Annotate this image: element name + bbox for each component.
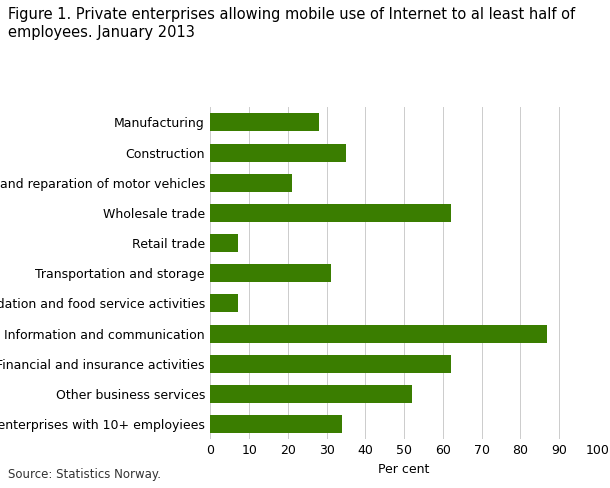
Bar	[210, 234, 237, 252]
X-axis label: Per cent: Per cent	[378, 463, 430, 476]
Bar	[210, 294, 237, 312]
Bar	[210, 143, 346, 162]
Text: Figure 1. Private enterprises allowing mobile use of Internet to al least half o: Figure 1. Private enterprises allowing m…	[8, 7, 575, 40]
Bar	[210, 204, 451, 222]
Bar	[210, 355, 451, 373]
Bar	[210, 113, 319, 131]
Text: Source: Statistics Norway.: Source: Statistics Norway.	[8, 468, 161, 481]
Bar	[210, 385, 412, 403]
Bar	[210, 415, 342, 433]
Bar	[210, 174, 292, 192]
Bar	[210, 264, 331, 283]
Bar	[210, 325, 547, 343]
